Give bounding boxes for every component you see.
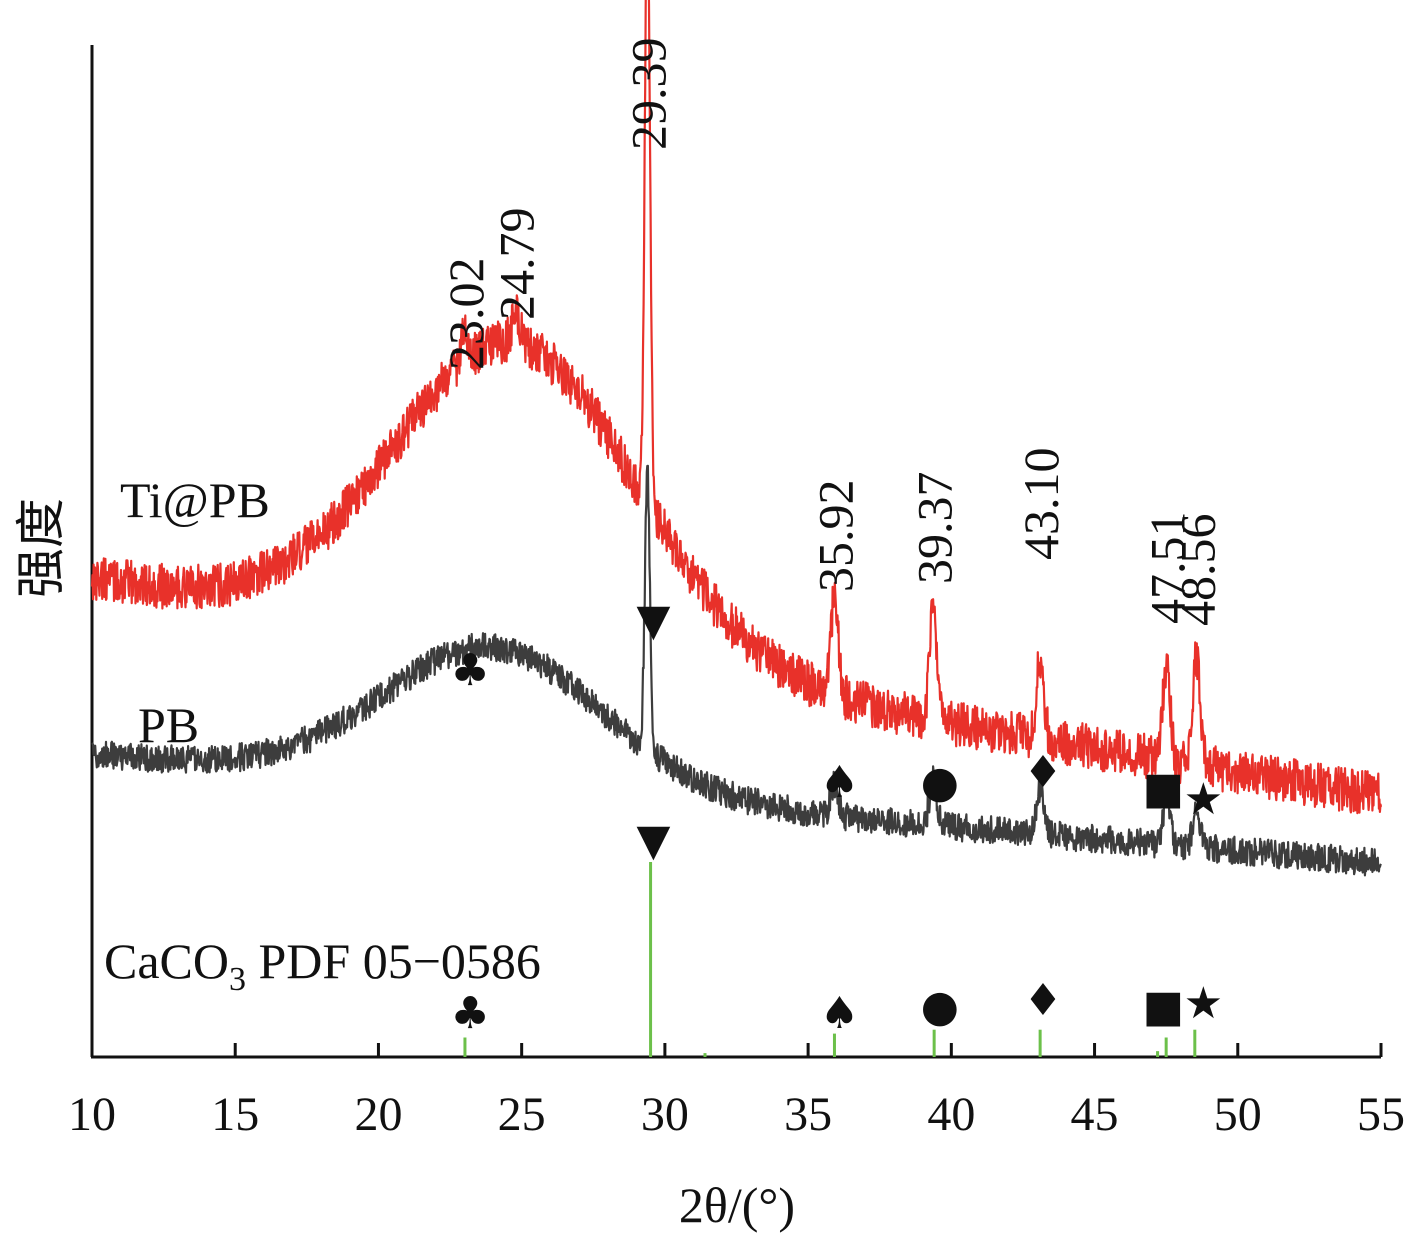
x-tick-label: 40 (927, 1088, 975, 1141)
spade-marker-pb: ♠ (820, 757, 859, 808)
x-tick-label: 15 (211, 1088, 259, 1141)
pb-trace (91, 464, 1382, 877)
ti-pb-trace (90, 0, 1383, 815)
reference-label-rest: PDF 05−0586 (246, 933, 541, 989)
peak-label: 35.92 (808, 480, 864, 593)
circle-marker-pb: ● (921, 757, 959, 808)
peak-label: 43.10 (1013, 448, 1069, 561)
peak-label: 29.39 (620, 38, 676, 151)
x-tick-label: 35 (784, 1088, 832, 1141)
triangle-down-marker-pb: ▼ (637, 595, 671, 646)
peak-label: 48.56 (1170, 514, 1226, 627)
y-axis-label: 强度 (13, 498, 69, 598)
series-label-pb: PB (138, 697, 199, 753)
peak-label: 39.37 (906, 472, 962, 585)
triangle-down-marker-reference: ▼ (637, 815, 671, 866)
x-ticks: 10 15 20 25 30 35 40 45 50 55 (68, 1043, 1405, 1141)
x-tick-label: 25 (498, 1088, 546, 1141)
square-marker-reference: ■ (1143, 981, 1185, 1032)
series-label-ti-pb: Ti@PB (120, 472, 270, 528)
square-marker-pb: ■ (1143, 763, 1185, 814)
reference-label: CaCO3 PDF 05−0586 (104, 933, 541, 998)
reference-lines (463, 862, 1197, 1057)
marker-group: ♣♣▼▼♠♠●●♦♦■■★★ (450, 595, 1223, 1039)
x-tick-label: 50 (1214, 1088, 1262, 1141)
diamond-marker-reference: ♦ (1023, 975, 1062, 1026)
diamond-marker-pb: ♦ (1023, 747, 1062, 798)
reference-label-main: CaCO (104, 933, 229, 989)
x-tick-label: 55 (1357, 1088, 1405, 1141)
peak-label: 24.79 (489, 208, 545, 321)
star-marker-reference: ★ (1184, 978, 1223, 1029)
star-marker-pb: ★ (1184, 774, 1223, 825)
x-tick-label: 30 (641, 1088, 689, 1141)
reference-label-subscript: 3 (229, 961, 246, 998)
peak-label: 23.02 (438, 258, 494, 371)
circle-marker-reference: ● (921, 981, 959, 1032)
peak-label: 47.51 (1140, 512, 1196, 625)
spade-marker-reference: ♠ (820, 988, 859, 1039)
club-marker-reference: ♣ (450, 988, 489, 1039)
series-group (90, 0, 1383, 877)
club-marker-pb: ♣ (450, 645, 489, 696)
x-axis-label: 2θ/(°) (679, 1177, 795, 1233)
x-tick-label: 20 (354, 1088, 402, 1141)
x-tick-label: 10 (68, 1088, 116, 1141)
x-tick-label: 45 (1071, 1088, 1119, 1141)
